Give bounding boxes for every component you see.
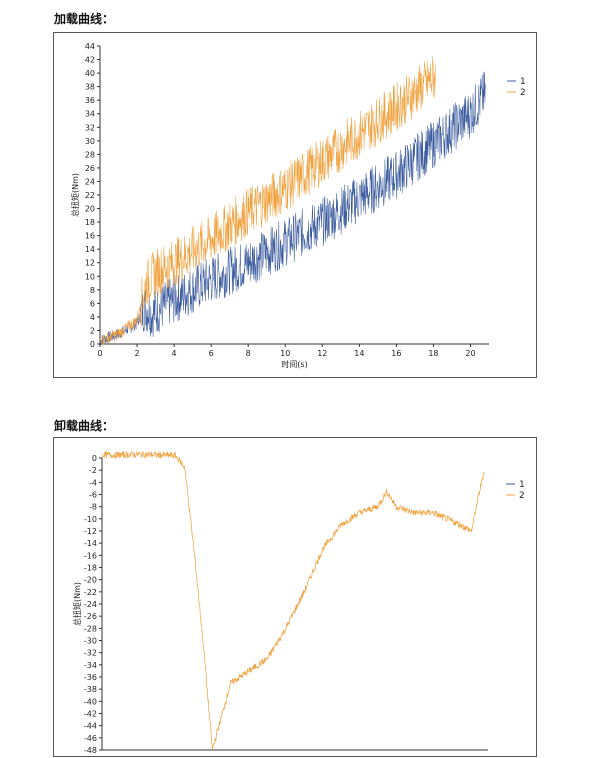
series-1-line: [99, 71, 486, 346]
x-axis-label: 时间(s): [281, 359, 307, 369]
legend-label-2: 2: [519, 491, 525, 501]
y-axis-label: 总扭矩(Nm): [70, 173, 80, 217]
y-tick-label: 38: [85, 83, 95, 92]
legend-label-1: 1: [520, 77, 526, 87]
loading-chart: 0246810121416182022242628303234363840424…: [70, 42, 526, 369]
loading-chart-panel: 0 2 4 6 8 10 12 14 16 18 20 22 24 26 28 30 32 34 36 38 40 42 4…: [53, 32, 537, 378]
y-tick-label: -34: [84, 661, 97, 670]
y-tick-label: 32: [85, 123, 95, 132]
y-tick-label: 4: [90, 313, 95, 322]
y-tick-label: -46: [84, 734, 97, 743]
y-tick-label: 18: [85, 218, 95, 227]
y-axis-label: 总扭矩(Nm): [72, 582, 82, 626]
y-tick-label: 14: [85, 245, 95, 254]
y-tick-label: 0: [90, 340, 95, 349]
y-tick-label: 44: [85, 42, 95, 51]
y-tick-label: 16: [85, 232, 95, 241]
y-tick-label: 34: [85, 110, 95, 119]
series-2-line: [99, 56, 436, 346]
y-tick-label: -42: [84, 710, 97, 719]
loading-heading: 加载曲线：: [54, 12, 115, 26]
y-tick-label: -2: [89, 466, 97, 475]
y-tick-label: -40: [84, 697, 97, 706]
unloading-heading: 卸载曲线：: [54, 419, 115, 433]
x-tick-label: 10: [280, 349, 290, 358]
unloading-chart-panel: 0 -2 -4 -6 -8 -10 -12 -14 -16 -18 -20 -22 -24 -26 -28 -…: [53, 437, 537, 757]
y-tick-label: 8: [90, 286, 95, 295]
y-tick-label: 40: [85, 69, 95, 78]
x-tick-label: 4: [172, 349, 177, 358]
y-tick-label: -32: [84, 649, 97, 658]
y-tick-label: -36: [84, 673, 97, 682]
x-tick-label: 16: [391, 349, 401, 358]
legend-label-1: 1: [519, 480, 525, 490]
y-tick-label: 36: [85, 96, 95, 105]
x-tick-label: 2: [135, 349, 140, 358]
x-tick-label: 12: [317, 349, 327, 358]
y-tick-label: -4: [89, 478, 97, 487]
y-tick-label: -48: [84, 746, 97, 755]
y-tick-label: -20: [84, 576, 97, 585]
y-tick-label: -8: [89, 503, 97, 512]
x-tick-label: 18: [428, 349, 438, 358]
y-tick-label: 10: [85, 272, 95, 281]
y-tick-label: -30: [84, 637, 97, 646]
y-tick-label: 28: [85, 150, 95, 159]
y-tick-label: 26: [85, 164, 95, 173]
y-tick-label: -14: [84, 539, 97, 548]
y-tick-label: -10: [84, 515, 97, 524]
y-tick-label: 6: [90, 299, 95, 308]
y-tick-label: 42: [85, 56, 95, 65]
y-tick-label: -6: [89, 491, 97, 500]
y-tick-label: 24: [85, 177, 95, 186]
y-tick-label: 22: [85, 191, 95, 200]
y-tick-label: 20: [85, 205, 95, 214]
x-tick-label: 14: [354, 349, 364, 358]
y-tick-label: 30: [85, 137, 95, 146]
legend-label-2: 2: [520, 88, 526, 98]
y-tick-label: -44: [84, 722, 97, 731]
y-tick-label: 2: [90, 326, 95, 335]
y-tick-label: -28: [84, 624, 97, 633]
y-tick-label: -26: [84, 612, 97, 621]
unloading-chart: 0 -2 -4 -6 -8 -10 -12 -14 -16 -18 -20 -22 -24 -26 -28 -…: [72, 450, 525, 755]
y-tick-label: -12: [84, 527, 97, 536]
y-tick-label: -18: [84, 564, 97, 573]
x-tick-label: 0: [97, 349, 102, 358]
y-tick-label: 0: [92, 454, 97, 463]
y-tick-label: -16: [84, 551, 97, 560]
series-2-line: [101, 450, 485, 750]
x-tick-label: 20: [465, 349, 475, 358]
y-tick-label: -38: [84, 685, 97, 694]
y-tick-label: -22: [84, 588, 97, 597]
y-tick-label: -24: [84, 600, 97, 609]
x-tick-label: 8: [246, 349, 251, 358]
x-tick-label: 6: [209, 349, 214, 358]
y-tick-label: 12: [85, 259, 95, 268]
